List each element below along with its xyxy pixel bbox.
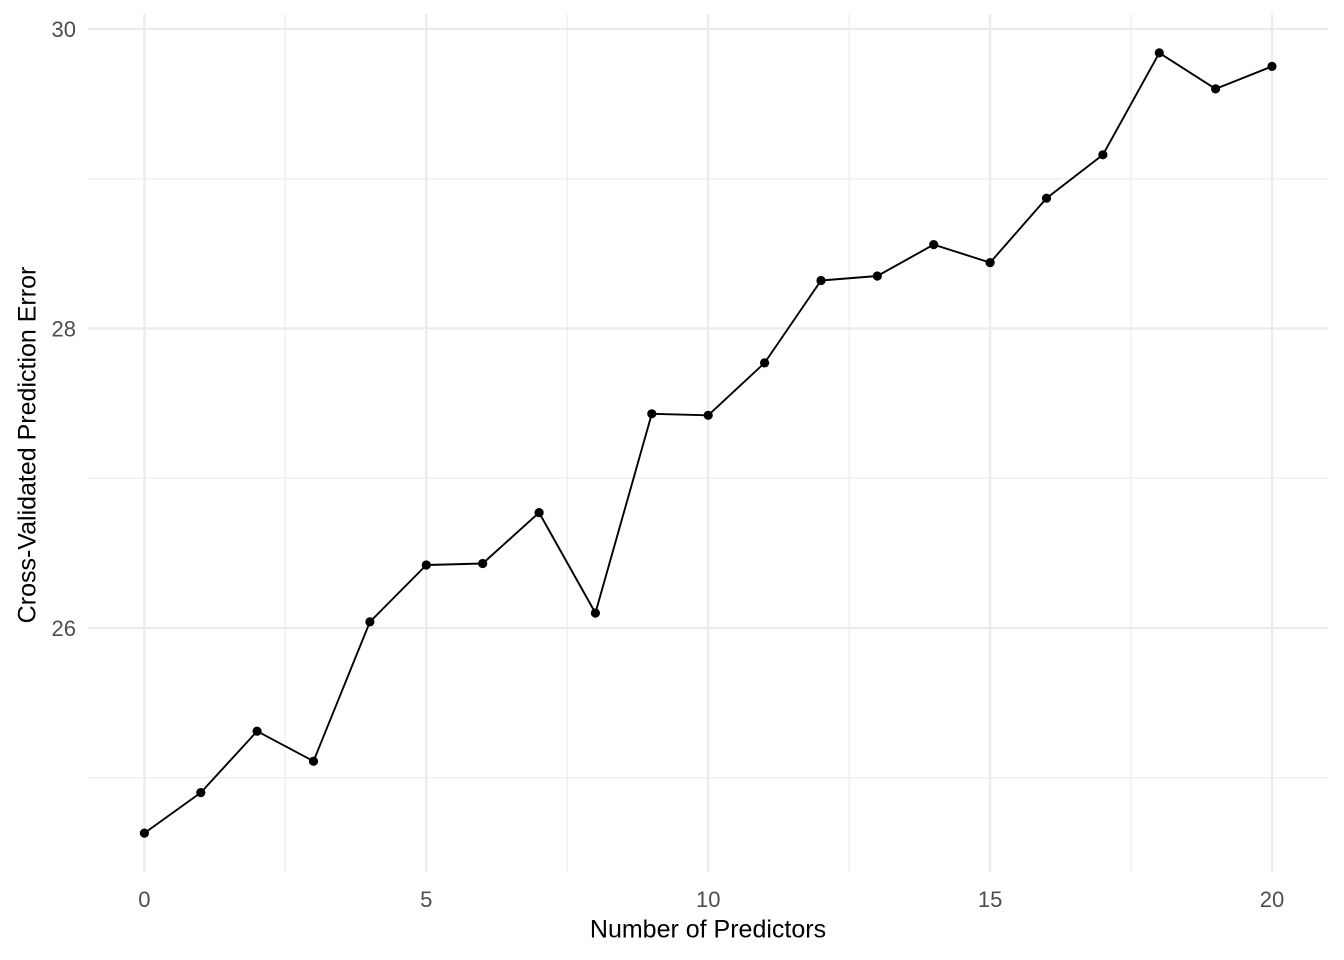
data-point <box>139 828 149 838</box>
x-tick-label: 10 <box>696 887 720 912</box>
cv-error-series <box>139 48 1277 838</box>
y-tick-label: 26 <box>52 616 76 641</box>
y-axis-title: Cross-Validated Prediction Error <box>13 266 42 624</box>
data-point <box>1098 150 1108 160</box>
x-axis-title: Number of Predictors <box>589 915 827 944</box>
data-point <box>816 275 826 286</box>
data-point <box>421 560 431 570</box>
data-point <box>760 358 770 368</box>
x-tick-label: 15 <box>978 887 1002 912</box>
tick-labels: 0 5 10 15 20 26 28 30 <box>52 17 1285 912</box>
data-point <box>1267 61 1277 71</box>
data-point <box>308 756 319 766</box>
data-point <box>1154 48 1164 58</box>
data-point <box>703 410 713 420</box>
y-tick-label: 28 <box>52 317 76 342</box>
data-point <box>590 608 601 618</box>
data-point <box>1041 193 1052 203</box>
data-point <box>985 258 995 268</box>
data-point <box>196 788 206 798</box>
data-point <box>1211 84 1221 94</box>
data-point <box>252 726 262 736</box>
data-point <box>478 558 488 569</box>
major-gridlines <box>88 14 1329 872</box>
data-point <box>929 240 939 250</box>
y-tick-label: 30 <box>52 17 76 42</box>
data-point <box>365 617 375 627</box>
x-tick-label: 20 <box>1260 887 1284 912</box>
data-point <box>872 271 882 281</box>
x-tick-label: 0 <box>138 887 150 912</box>
x-tick-label: 5 <box>420 887 432 912</box>
data-point <box>534 507 544 518</box>
data-point <box>647 409 657 419</box>
